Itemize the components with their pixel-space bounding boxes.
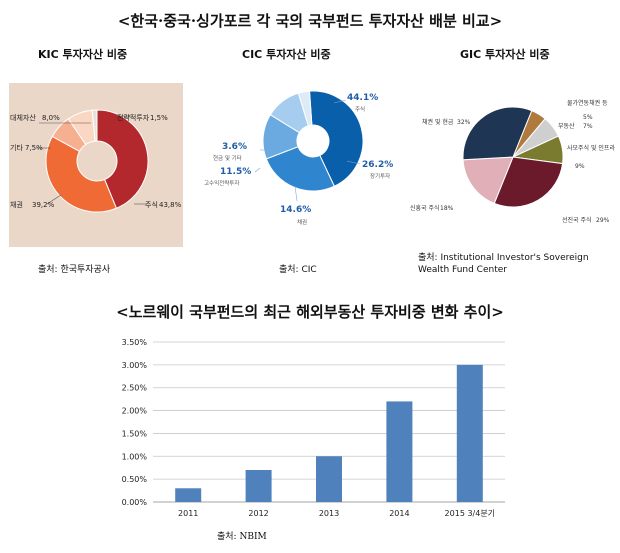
bar-1	[245, 470, 272, 502]
cic-pie-chart: 44.1% 주식 26.2% 장기투자 14.6% 채권 11.5% 고수익전략투자 3.6% 현…	[204, 90, 393, 226]
kic-slice-value-1: 39,2%	[32, 201, 55, 209]
cic-slice-4	[297, 90, 313, 127]
cic-slice-value-3: 11.5%	[220, 167, 251, 177]
gic-slice-value-1: 7%	[583, 123, 593, 130]
gic-slice-label-1: 부동산	[558, 122, 575, 130]
gic-pie-chart: 물가연동채권 등 5% 부동산 7% 사모주식 및 인프라 9% 선진국 주식 29% 신흥국 …	[410, 99, 615, 224]
gic-slice-3	[493, 156, 564, 208]
gic-slice-value-0: 5%	[583, 114, 593, 121]
gic-source: 출처: Institutional Investor's Sovereign W…	[418, 253, 589, 275]
bar-3	[386, 401, 413, 502]
kic-pie-chart: 주식 43,8% 채권 39,2% 기타 7,5% 대체자산 8,0% 전략적투자 1,5%	[10, 109, 182, 213]
bar-0	[175, 488, 202, 502]
x-tick-label-3: 2014	[389, 509, 409, 518]
gic-slice-value-2: 9%	[575, 163, 585, 170]
kic-slice-value-2: 7,5%	[25, 144, 43, 152]
cic-slice-1	[265, 146, 335, 192]
cic-slice-label-1: 장기투자	[370, 172, 390, 180]
cic-source: 출처: CIC	[279, 265, 317, 275]
gic-chart-title: GIC 투자자산 비중	[460, 48, 550, 61]
y-tick-label-1: 0.50%	[122, 475, 148, 484]
bottom-title: <노르웨이 국부펀드의 최근 해외부동산 투자비중 변화 추이>	[116, 303, 504, 321]
x-tick-label-2: 2013	[319, 509, 339, 518]
kic-slice-value-4: 1,5%	[150, 114, 168, 122]
gic-slice-label-2: 사모주식 및 인프라	[567, 144, 615, 152]
cic-slice-label-2: 채권	[297, 218, 307, 226]
gic-slice-4	[462, 156, 514, 205]
kic-slice-1	[45, 135, 118, 213]
kic-slice-label-3: 대체자산	[10, 113, 36, 122]
cic-chart-title: CIC 투자자산 비중	[242, 48, 331, 61]
cic-slice-label-0: 주식	[355, 105, 365, 113]
kic-slice-label-4: 전략적투자	[117, 113, 150, 122]
x-tick-label-0: 2011	[178, 509, 198, 518]
y-tick-label-3: 1.50%	[122, 429, 148, 438]
gic-slice-value-4: 18%	[440, 205, 454, 212]
cic-slice-value-2: 14.6%	[280, 205, 311, 215]
kic-slice-label-0: 주식	[145, 200, 158, 209]
cic-slice-label-4: 현금 및 기타	[213, 154, 242, 162]
y-tick-label-2: 1.00%	[122, 452, 148, 461]
nbim-bar-chart: 0.00% 0.50% 1.00% 1.50% 2.00% 2.50% 3.00% 3.50%…	[122, 338, 505, 518]
cic-slice-value-0: 44.1%	[347, 93, 378, 103]
y-tick-label-0: 0.00%	[122, 498, 148, 507]
gic-slice-label-0: 물가연동채권 등	[567, 99, 608, 107]
bar-4	[456, 364, 483, 502]
top-title: <한국·중국·싱가포르 각 국의 국부펀드 투자자산 배분 비교>	[117, 12, 503, 30]
bar-2	[316, 456, 342, 502]
gic-slice-5	[462, 106, 533, 161]
gic-slice-label-5: 채권 및 현금	[422, 118, 454, 126]
cic-slice-label-3: 고수익전략투자	[204, 179, 239, 187]
kic-slice-0	[96, 109, 149, 209]
y-tick-label-4: 2.00%	[122, 407, 148, 416]
cic-slice-0	[308, 90, 364, 187]
kic-slice-4	[91, 109, 98, 142]
cic-slice-value-4: 3.6%	[222, 142, 247, 152]
x-tick-label-1: 2012	[248, 509, 268, 518]
gic-slice-label-3: 선진국 주식	[562, 216, 592, 224]
kic-slice-value-0: 43,8%	[159, 201, 182, 209]
gic-slice-label-4: 신흥국 주식	[410, 204, 440, 212]
kic-slice-label-2: 기타	[10, 143, 23, 152]
y-tick-label-6: 3.00%	[122, 361, 148, 370]
kic-slice-label-1: 채권	[10, 200, 23, 209]
gic-slice-value-3: 29%	[596, 217, 610, 224]
y-tick-label-7: 3.50%	[122, 338, 148, 347]
nbim-source: 출처: NBIM	[217, 532, 267, 542]
kic-chart-title: KIC 투자자산 비중	[38, 48, 128, 61]
kic-slice-value-3: 8,0%	[42, 114, 60, 122]
kic-source: 출처: 한국투자공사	[38, 265, 111, 275]
cic-slice-value-1: 26.2%	[362, 160, 393, 170]
y-tick-label-5: 2.50%	[122, 384, 148, 393]
gic-slice-value-5: 32%	[457, 119, 471, 126]
x-tick-label-4: 2015 3/4분기	[445, 509, 496, 518]
